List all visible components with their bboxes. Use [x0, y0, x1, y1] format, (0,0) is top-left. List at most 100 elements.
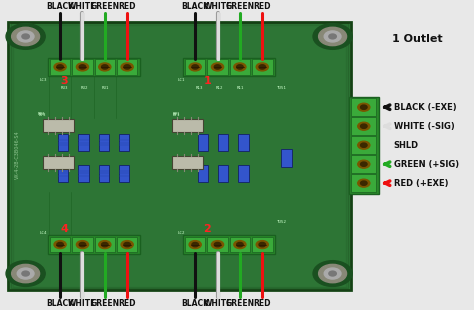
Bar — [218, 165, 228, 182]
Text: WHITE: WHITE — [68, 299, 97, 308]
Circle shape — [101, 65, 108, 69]
Text: R32: R32 — [81, 86, 89, 90]
Circle shape — [192, 65, 199, 69]
Text: RED: RED — [118, 299, 136, 308]
Bar — [173, 156, 202, 169]
Text: R31: R31 — [101, 86, 109, 90]
Bar — [238, 134, 249, 151]
Bar — [185, 237, 205, 252]
Text: GREEN: GREEN — [90, 2, 119, 11]
Circle shape — [12, 27, 40, 46]
Bar — [78, 165, 89, 182]
Circle shape — [79, 242, 86, 247]
Bar — [99, 165, 109, 182]
Bar — [43, 156, 73, 169]
Text: WHITE: WHITE — [203, 299, 232, 308]
Bar — [58, 134, 68, 151]
Circle shape — [121, 241, 133, 249]
Circle shape — [324, 268, 341, 279]
Bar — [207, 59, 228, 75]
Text: R33: R33 — [61, 86, 68, 90]
Circle shape — [124, 65, 130, 69]
Circle shape — [211, 63, 224, 71]
Text: BLACK: BLACK — [181, 299, 209, 308]
Circle shape — [79, 65, 86, 69]
Text: WHITE: WHITE — [203, 2, 232, 11]
Bar — [117, 237, 137, 252]
Circle shape — [234, 241, 246, 249]
Bar — [218, 134, 228, 151]
Circle shape — [214, 242, 221, 247]
Text: WHITE (-SIG): WHITE (-SIG) — [393, 122, 455, 131]
Text: VX-4-2B-C3B046-S4: VX-4-2B-C3B046-S4 — [15, 131, 20, 179]
Bar — [351, 117, 376, 135]
Circle shape — [256, 241, 268, 249]
Text: LC4: LC4 — [40, 231, 47, 235]
Text: 3: 3 — [61, 76, 68, 86]
Circle shape — [358, 141, 370, 149]
Bar — [238, 165, 249, 182]
Circle shape — [211, 241, 224, 249]
Bar — [229, 59, 250, 75]
Circle shape — [124, 242, 130, 247]
Circle shape — [358, 160, 370, 168]
Text: TU52: TU52 — [277, 220, 287, 224]
Text: BLACK: BLACK — [46, 2, 74, 11]
Text: 4: 4 — [60, 224, 68, 234]
Text: BLACK: BLACK — [46, 299, 74, 308]
Bar — [72, 237, 93, 252]
Bar — [282, 149, 292, 167]
Circle shape — [324, 31, 341, 42]
Bar — [185, 59, 205, 75]
Text: R11: R11 — [237, 86, 244, 90]
Bar — [47, 58, 140, 76]
Circle shape — [361, 181, 367, 185]
Text: 1: 1 — [203, 76, 211, 86]
Circle shape — [6, 24, 45, 49]
Bar — [252, 237, 273, 252]
Circle shape — [313, 24, 352, 49]
Circle shape — [101, 242, 108, 247]
Circle shape — [237, 242, 243, 247]
Circle shape — [358, 122, 370, 130]
Bar — [182, 58, 275, 76]
Circle shape — [22, 271, 29, 276]
Text: GREEN: GREEN — [90, 299, 119, 308]
Bar — [207, 237, 228, 252]
Bar — [78, 134, 89, 151]
Circle shape — [259, 65, 265, 69]
Bar — [9, 22, 351, 290]
Circle shape — [54, 63, 66, 71]
Circle shape — [54, 241, 66, 249]
Circle shape — [361, 124, 367, 128]
Text: BLACK: BLACK — [181, 2, 209, 11]
Circle shape — [57, 65, 64, 69]
Bar — [349, 97, 379, 194]
Bar — [9, 22, 351, 290]
Bar — [13, 25, 346, 287]
Circle shape — [361, 105, 367, 109]
Text: LC3: LC3 — [40, 78, 47, 82]
Text: 2: 2 — [203, 224, 211, 234]
Text: RED: RED — [254, 2, 271, 11]
Circle shape — [237, 65, 243, 69]
Text: LC1: LC1 — [178, 78, 185, 82]
Text: GREEN: GREEN — [225, 299, 255, 308]
Bar — [11, 23, 348, 288]
Text: R13: R13 — [196, 86, 203, 90]
Text: BLACK (-EXE): BLACK (-EXE) — [393, 103, 456, 112]
Bar — [72, 59, 93, 75]
Bar — [117, 59, 137, 75]
Text: RED: RED — [254, 299, 271, 308]
Bar — [229, 237, 250, 252]
Circle shape — [99, 63, 111, 71]
Bar — [351, 174, 376, 192]
Circle shape — [189, 63, 201, 71]
Circle shape — [319, 27, 346, 46]
Circle shape — [214, 65, 221, 69]
Bar — [351, 155, 376, 173]
Circle shape — [234, 63, 246, 71]
Circle shape — [189, 241, 201, 249]
Circle shape — [76, 241, 89, 249]
Circle shape — [313, 261, 352, 286]
